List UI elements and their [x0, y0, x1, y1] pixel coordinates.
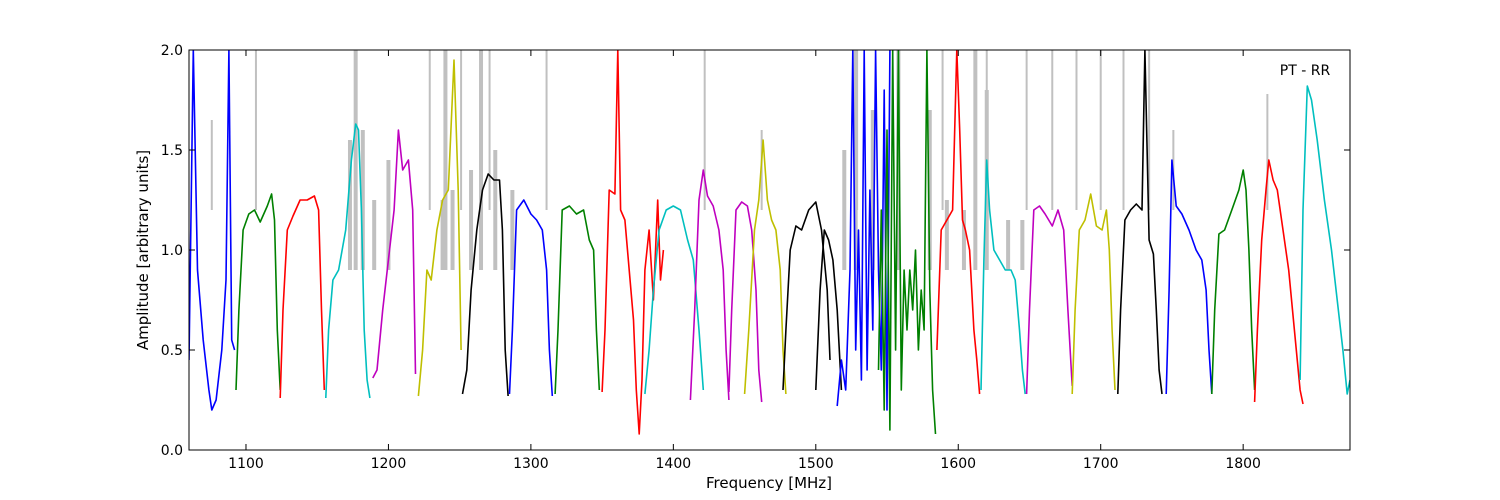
series-band-24	[1211, 169, 1256, 395]
x-tick-label-7: 1800	[1225, 456, 1261, 472]
series-group	[189, 50, 1350, 435]
series-band-18	[936, 50, 981, 395]
series-band-17	[877, 50, 937, 435]
series-band-25	[1253, 159, 1304, 405]
axis-ticks: 1100 1200 1300 1400 1500 1600 1700 1800 0.0 0.5 1.…	[161, 43, 1350, 472]
series-band-3	[325, 123, 371, 399]
y-tick-label-0: 0.0	[161, 443, 183, 459]
series-band-11	[689, 169, 730, 401]
series-band-4	[372, 129, 417, 379]
x-tick-label-5: 1600	[940, 456, 976, 472]
x-tick-label-1: 1200	[371, 456, 407, 472]
series-band-22	[1117, 50, 1163, 395]
x-tick-label-4: 1500	[798, 456, 834, 472]
series-band-23	[1165, 159, 1213, 395]
background-spikes	[210, 50, 1269, 210]
series-band-0	[189, 50, 236, 411]
x-tick-label-6: 1700	[1083, 456, 1119, 472]
y-tick-label-1: 0.5	[161, 343, 183, 359]
series-band-13	[743, 139, 787, 395]
y-tick-label-2: 1.0	[161, 243, 183, 259]
y-tick-label-4: 2.0	[161, 43, 183, 59]
series-band-19	[980, 159, 1026, 395]
series-band-6	[461, 173, 509, 397]
x-tick-label-0: 1100	[228, 456, 264, 472]
x-tick-label-2: 1300	[513, 456, 549, 472]
series-band-5	[417, 59, 462, 397]
series-band-21	[1071, 193, 1116, 395]
series-band-16	[836, 50, 891, 411]
series-band-20	[1025, 205, 1073, 395]
y-axis-label: Amplitude [arbitrary units]	[134, 150, 152, 350]
series-band-1	[235, 193, 281, 391]
series-band-15	[815, 229, 843, 391]
plot-area	[189, 50, 1350, 450]
y-tick-label-3: 1.5	[161, 143, 183, 159]
x-tick-label-3: 1400	[656, 456, 692, 472]
series-band-8	[554, 205, 601, 395]
panel-annotation: PT - RR	[1280, 63, 1331, 79]
series-band-26	[1299, 85, 1350, 395]
x-axis-label: Frequency [MHz]	[706, 474, 832, 492]
series-band-2	[279, 195, 326, 399]
series-band-14	[782, 201, 831, 391]
series-band-12	[728, 201, 763, 403]
series-band-7	[508, 199, 554, 397]
